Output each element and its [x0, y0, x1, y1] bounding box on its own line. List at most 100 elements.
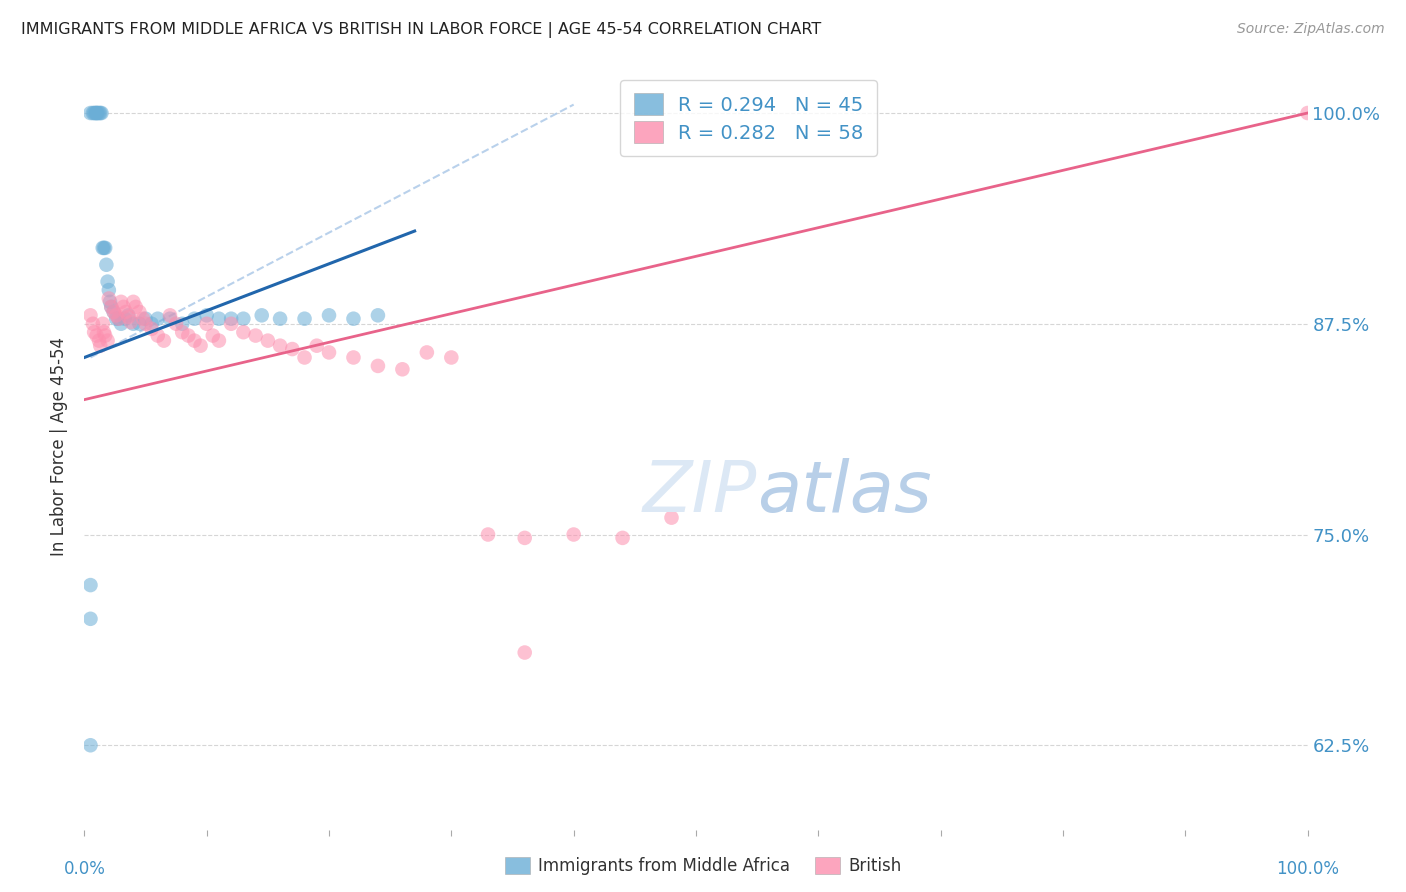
Point	[294, 311, 316, 326]
Point	[661, 510, 683, 524]
Point	[195, 309, 218, 323]
Point	[219, 317, 242, 331]
Point	[83, 325, 105, 339]
Point	[82, 106, 104, 120]
Point	[93, 325, 115, 339]
Point	[135, 317, 157, 331]
Point	[112, 300, 135, 314]
Point	[79, 612, 101, 626]
Point	[257, 334, 280, 348]
Point	[367, 359, 389, 373]
Point	[84, 106, 107, 120]
Point	[165, 317, 187, 331]
Point	[159, 311, 181, 326]
Point	[86, 106, 108, 120]
Point	[100, 300, 122, 314]
Point	[87, 334, 110, 348]
Point	[120, 315, 142, 329]
Y-axis label: In Labor Force | Age 45-54: In Labor Force | Age 45-54	[51, 336, 69, 556]
Point	[94, 328, 117, 343]
Point	[79, 738, 101, 752]
Point	[219, 311, 242, 326]
Point	[201, 328, 224, 343]
Point	[294, 351, 316, 365]
Point	[122, 294, 145, 309]
Point	[98, 294, 121, 309]
Point	[146, 311, 169, 326]
Point	[250, 309, 273, 323]
Point	[245, 328, 267, 343]
Point	[172, 325, 194, 339]
Text: ZIP: ZIP	[643, 458, 758, 526]
Point	[122, 317, 145, 331]
Point	[1296, 106, 1319, 120]
Point	[86, 106, 108, 120]
Point	[110, 317, 132, 331]
Point	[90, 106, 112, 120]
Point	[128, 305, 150, 319]
Point	[79, 309, 101, 323]
Point	[513, 531, 536, 545]
Point	[195, 317, 218, 331]
Point	[318, 345, 340, 359]
Point	[612, 531, 634, 545]
Point	[342, 351, 364, 365]
Point	[97, 334, 120, 348]
Point	[97, 292, 120, 306]
Point	[93, 241, 115, 255]
Point	[105, 311, 128, 326]
Point	[183, 334, 205, 348]
Legend: R = 0.294   N = 45, R = 0.282   N = 58: R = 0.294 N = 45, R = 0.282 N = 58	[620, 79, 877, 156]
Point	[208, 311, 231, 326]
Point	[159, 309, 181, 323]
Text: atlas: atlas	[758, 458, 932, 526]
Point	[100, 300, 122, 314]
Point	[89, 339, 111, 353]
Point	[97, 283, 120, 297]
Point	[153, 334, 176, 348]
Point	[562, 527, 585, 541]
Point	[83, 106, 105, 120]
Legend: Immigrants from Middle Africa, British: Immigrants from Middle Africa, British	[496, 849, 910, 884]
Text: 0.0%: 0.0%	[63, 860, 105, 879]
Text: 100.0%: 100.0%	[1277, 860, 1339, 879]
Point	[117, 310, 139, 324]
Point	[269, 339, 291, 353]
Point	[269, 311, 291, 326]
Point	[89, 106, 111, 120]
Point	[367, 309, 389, 323]
Point	[190, 339, 212, 353]
Point	[141, 317, 163, 331]
Point	[94, 241, 117, 255]
Point	[82, 317, 104, 331]
Point	[208, 334, 231, 348]
Point	[107, 311, 129, 326]
Point	[477, 527, 499, 541]
Point	[86, 328, 108, 343]
Point	[97, 275, 120, 289]
Point	[135, 311, 157, 326]
Point	[117, 309, 139, 323]
Point	[115, 305, 138, 319]
Point	[114, 311, 136, 326]
Point	[79, 106, 101, 120]
Point	[103, 305, 125, 319]
Point	[96, 258, 118, 272]
Point	[103, 305, 125, 319]
Point	[125, 300, 148, 314]
Point	[79, 578, 101, 592]
Point	[232, 311, 254, 326]
Point	[172, 317, 194, 331]
Point	[110, 294, 132, 309]
Point	[132, 311, 155, 326]
Point	[141, 322, 163, 336]
Point	[87, 106, 110, 120]
Point	[281, 342, 304, 356]
Point	[146, 328, 169, 343]
Point	[416, 345, 439, 359]
Text: IMMIGRANTS FROM MIDDLE AFRICA VS BRITISH IN LABOR FORCE | AGE 45-54 CORRELATION : IMMIGRANTS FROM MIDDLE AFRICA VS BRITISH…	[21, 22, 821, 38]
Point	[183, 311, 205, 326]
Point	[91, 241, 114, 255]
Point	[318, 309, 340, 323]
Point	[391, 362, 413, 376]
